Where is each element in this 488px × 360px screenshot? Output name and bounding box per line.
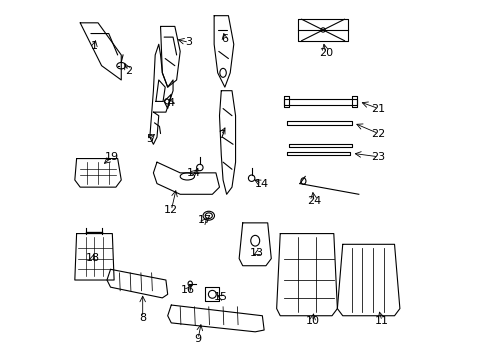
Text: 19: 19 [105,152,119,162]
Text: 12: 12 [164,205,178,215]
Text: 14: 14 [254,179,268,189]
Text: 17: 17 [198,215,212,225]
Text: 24: 24 [306,197,321,206]
Text: 23: 23 [371,152,385,162]
Text: 18: 18 [85,253,100,263]
Text: 11: 11 [374,316,388,326]
Text: 10: 10 [305,316,319,326]
Text: 20: 20 [318,48,332,58]
Text: 16: 16 [181,285,195,295]
Text: 1: 1 [91,41,98,51]
Text: 7: 7 [217,130,224,140]
Text: 5: 5 [146,134,153,144]
Text: 8: 8 [139,312,146,323]
Text: 21: 21 [371,104,385,113]
Text: 2: 2 [124,66,132,76]
Text: 4: 4 [167,98,175,108]
Text: 13: 13 [249,248,264,258]
Text: 22: 22 [370,129,385,139]
Text: 15: 15 [214,292,228,302]
Text: 6: 6 [221,34,228,44]
Text: 9: 9 [194,334,201,344]
Text: 3: 3 [185,37,192,48]
Text: 14: 14 [186,168,201,178]
